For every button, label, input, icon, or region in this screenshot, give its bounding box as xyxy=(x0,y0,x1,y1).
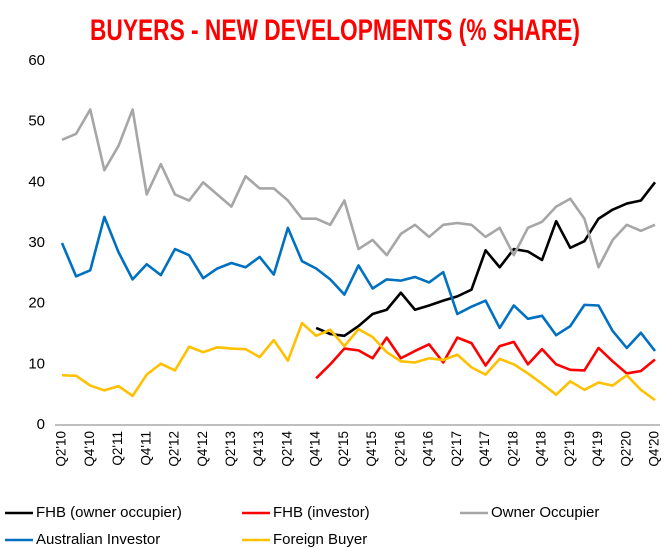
x-tick-label: Q4'14 xyxy=(308,431,323,467)
x-tick-label: Q2'17 xyxy=(449,431,464,467)
x-tick-label: Q2'10 xyxy=(54,431,69,467)
series-line xyxy=(60,215,657,352)
x-tick-label: Q2'12 xyxy=(167,431,182,467)
x-tick-label: Q2'11 xyxy=(110,431,125,466)
x-tick-label: Q4'10 xyxy=(82,431,97,467)
x-tick-label: Q4'19 xyxy=(590,431,605,467)
legend-label: Australian Investor xyxy=(36,531,160,548)
y-tick-label: 10 xyxy=(28,355,45,372)
x-tick-label: Q2'14 xyxy=(279,431,294,467)
series-line xyxy=(61,321,656,402)
x-tick-label: Q4'18 xyxy=(534,431,549,467)
series-line xyxy=(315,181,657,338)
series-line xyxy=(61,108,656,269)
x-tick-label: Q2'16 xyxy=(392,431,407,467)
legend-label: FHB (owner occupier) xyxy=(36,504,182,521)
series-line xyxy=(315,336,656,380)
x-tick-label: Q4'20 xyxy=(647,431,662,467)
legend-label: Owner Occupier xyxy=(491,504,599,521)
x-tick-label: Q2'19 xyxy=(562,431,577,467)
x-tick-label: Q4'17 xyxy=(477,431,492,467)
x-tick-label: Q4'13 xyxy=(251,431,266,467)
x-tick-label: Q4'16 xyxy=(421,431,436,467)
y-tick-label: 50 xyxy=(28,113,45,130)
x-tick-label: Q4'12 xyxy=(195,431,210,467)
y-tick-label: 0 xyxy=(37,416,45,433)
y-tick-label: 40 xyxy=(28,173,45,190)
legend-label: FHB (investor) xyxy=(273,504,370,521)
chart-title: BUYERS - NEW DEVELOPMENTS (% SHARE) xyxy=(90,14,580,47)
legend-label: Foreign Buyer xyxy=(273,531,367,548)
y-tick-label: 20 xyxy=(28,295,45,312)
x-tick-label: Q4'11 xyxy=(138,431,153,466)
x-tick-label: Q4'15 xyxy=(364,431,379,467)
x-tick-label: Q2'13 xyxy=(223,431,238,467)
x-tick-label: Q2'18 xyxy=(505,431,520,467)
x-tick-label: Q2'20 xyxy=(618,431,633,467)
y-tick-label: 60 xyxy=(28,52,45,69)
y-tick-label: 30 xyxy=(28,234,45,251)
x-tick-label: Q2'15 xyxy=(336,431,351,467)
